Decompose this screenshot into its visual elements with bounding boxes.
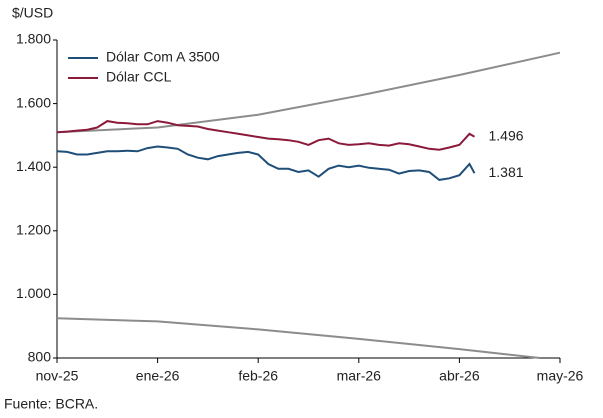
y-tick-label: 800 <box>28 349 52 365</box>
x-tick-label: may-26 <box>537 368 584 384</box>
y-tick-label: 1.400 <box>16 158 51 174</box>
series-line <box>56 145 476 181</box>
y-axis-label: $/USD <box>12 5 53 21</box>
legend-label: Dólar CCL <box>106 69 172 85</box>
y-tick-label: 1.800 <box>16 31 51 47</box>
x-tick-label: mar-26 <box>337 368 382 384</box>
legend-label: Dólar Com A 3500 <box>106 49 220 65</box>
source: Fuente: BCRA. <box>4 396 98 412</box>
end-label: 1.496 <box>488 127 523 143</box>
x-tick-label: nov-25 <box>36 368 79 384</box>
series-line <box>56 317 541 359</box>
series-line <box>56 51 561 134</box>
x-tick-label: abr-26 <box>439 368 480 384</box>
y-tick-label: 1.600 <box>16 94 51 110</box>
x-tick-label: ene-26 <box>136 368 180 384</box>
x-tick-label: feb-26 <box>238 368 278 384</box>
y-tick-label: 1.000 <box>16 285 51 301</box>
end-label: 1.381 <box>488 164 523 180</box>
y-tick-label: 1.200 <box>16 222 51 238</box>
series-line <box>56 120 476 151</box>
